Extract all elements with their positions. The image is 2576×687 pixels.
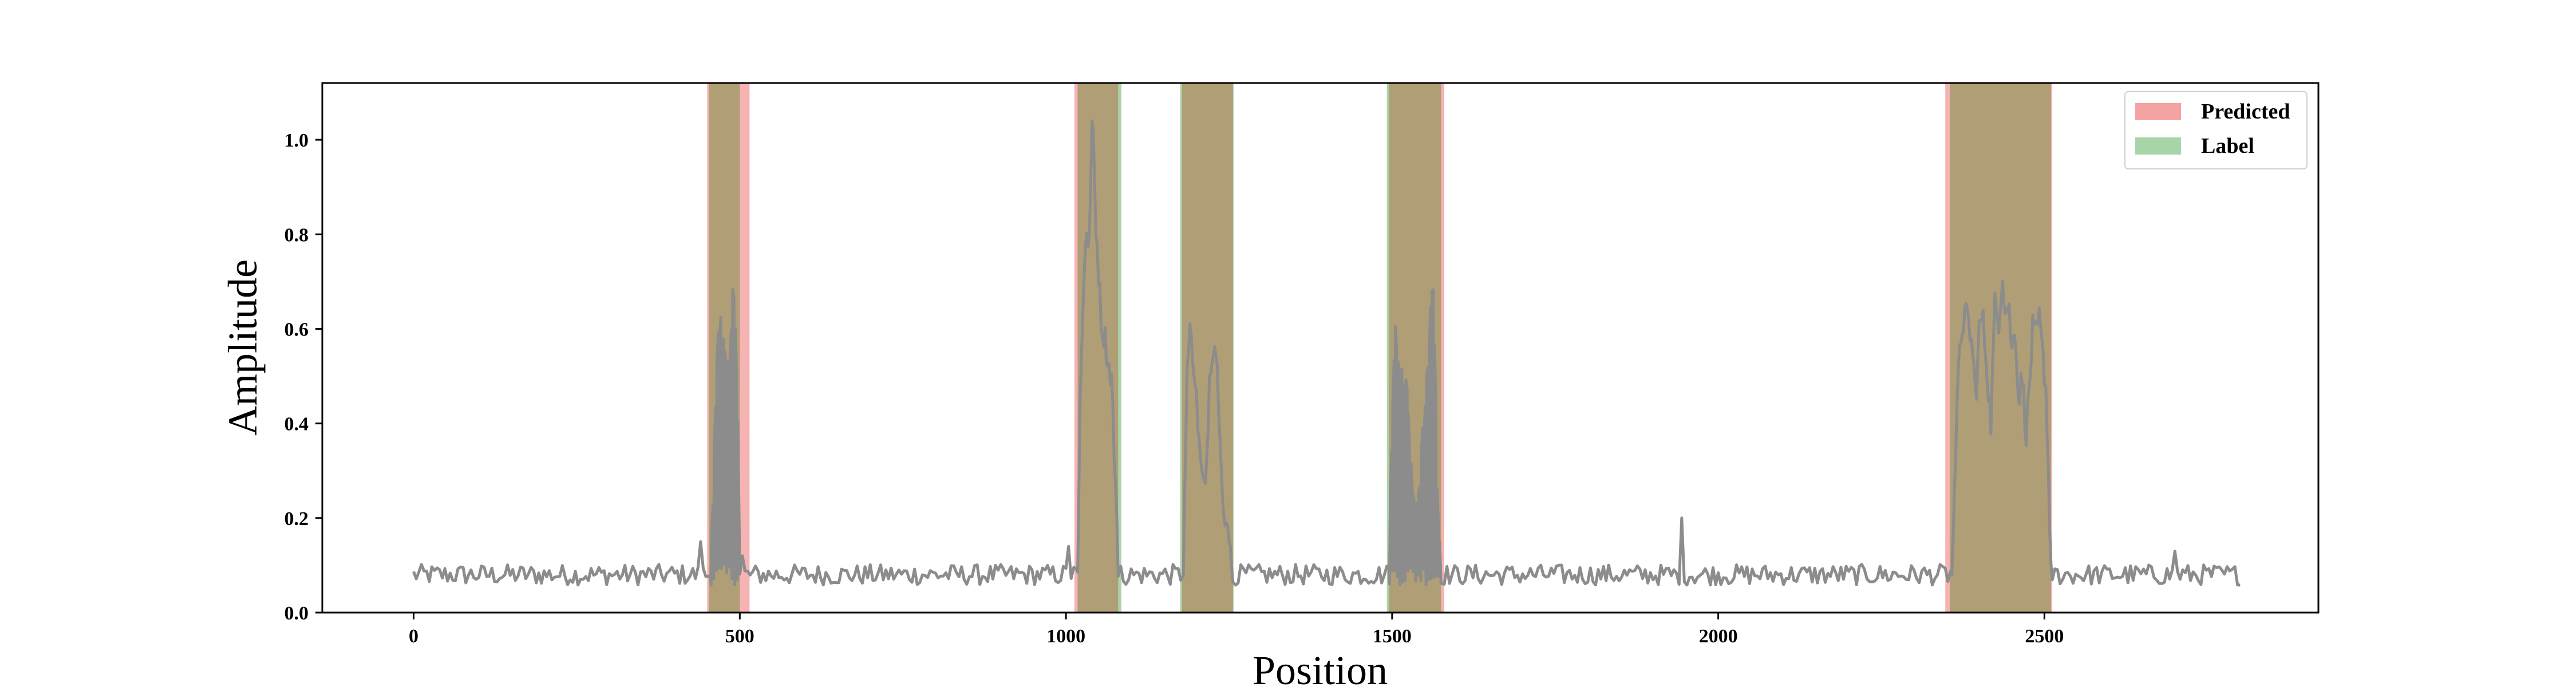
y-tick-label: 0.2 — [285, 508, 309, 530]
x-tick-label: 2500 — [2025, 626, 2064, 647]
x-axis: 0 500 1000 1500 2000 2500 — [409, 613, 2064, 647]
y-tick-label: 0.6 — [285, 319, 309, 340]
overlap-region-4 — [1950, 83, 2051, 613]
legend: Predicted Label — [2124, 91, 2308, 169]
x-tick-label: 500 — [725, 626, 754, 647]
x-tick-label: 0 — [409, 626, 418, 647]
legend-label-label: Label — [2201, 134, 2254, 158]
y-tick-label: 0.4 — [285, 414, 309, 435]
y-tick-label: 1.0 — [285, 130, 309, 151]
y-axis: 0.0 0.2 0.4 0.6 0.8 1.0 — [285, 130, 322, 624]
x-tick-label: 1500 — [1373, 626, 1412, 647]
x-tick-label: 2000 — [1699, 626, 1738, 647]
y-tick-label: 0.0 — [285, 603, 309, 624]
legend-label-predicted: Predicted — [2201, 100, 2290, 124]
x-axis-title: Position — [1253, 647, 1388, 687]
signal-line — [412, 120, 2241, 587]
overlap-region-1 — [1077, 83, 1119, 613]
legend-swatch-predicted — [2135, 103, 2181, 120]
legend-swatch-label — [2135, 137, 2181, 155]
y-tick-label: 0.8 — [285, 224, 309, 246]
y-axis-title: Amplitude — [220, 259, 266, 436]
signal-layer — [412, 120, 2241, 587]
x-tick-label: 1000 — [1046, 626, 1085, 647]
plot-frame — [321, 82, 2320, 614]
